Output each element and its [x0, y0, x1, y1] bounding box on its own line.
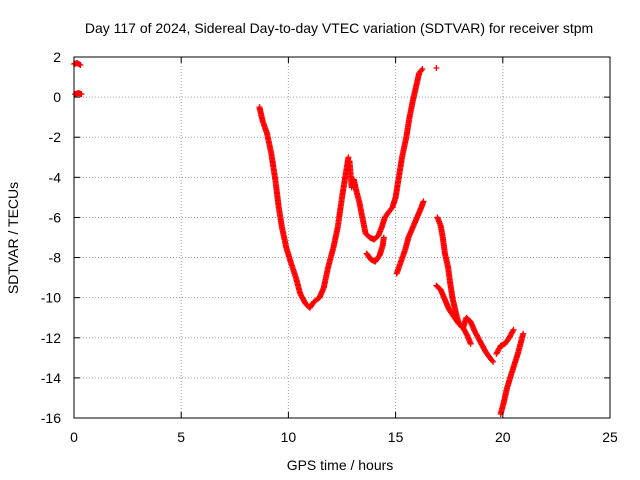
- x-tick-label: 25: [602, 429, 618, 445]
- data-point: [380, 234, 387, 241]
- data-point: [418, 67, 425, 74]
- y-axis-label: SDTVAR / TECUs: [5, 182, 21, 294]
- data-point: [433, 65, 440, 72]
- y-tick-label: -2: [49, 129, 62, 145]
- data-point: [78, 91, 85, 98]
- y-tick-label: 0: [53, 89, 61, 105]
- data-point: [420, 198, 427, 205]
- y-tick-label: 2: [53, 49, 61, 65]
- data-point: [76, 61, 83, 68]
- y-tick-label: -12: [41, 330, 61, 346]
- data-point: [463, 331, 470, 338]
- data-point: [489, 357, 496, 364]
- data-point: [509, 328, 516, 335]
- y-tick-label: -14: [41, 370, 61, 386]
- data-point: [419, 66, 426, 73]
- x-tick-label: 0: [70, 429, 78, 445]
- data-point: [520, 330, 527, 337]
- x-tick-label: 15: [388, 429, 404, 445]
- y-tick-label: -6: [49, 209, 62, 225]
- y-tick-labels: -16 -14 -12 -10 -8 -6 -4 -2 0 2: [41, 49, 61, 426]
- axis-ticks: [73, 56, 611, 419]
- data-series-sdtvar: [71, 60, 527, 417]
- x-tick-label: 5: [177, 429, 185, 445]
- y-tick-label: -16: [41, 410, 61, 426]
- x-axis-label: GPS time / hours: [287, 457, 394, 473]
- data-point: [510, 326, 517, 333]
- grid-lines: [74, 57, 610, 418]
- data-point: [345, 154, 352, 161]
- x-tick-label: 10: [281, 429, 297, 445]
- data-point: [467, 340, 474, 347]
- y-tick-label: -4: [49, 169, 62, 185]
- chart-title: Day 117 of 2024, Sidereal Day-to-day VTE…: [85, 20, 593, 36]
- plot-frame: [73, 56, 611, 419]
- y-tick-label: -10: [41, 290, 61, 306]
- x-tick-label: 20: [495, 429, 511, 445]
- data-point: [490, 358, 497, 365]
- data-point: [77, 62, 84, 69]
- y-tick-label: -8: [49, 250, 62, 266]
- x-tick-labels: 0 5 10 15 20 25: [70, 429, 618, 445]
